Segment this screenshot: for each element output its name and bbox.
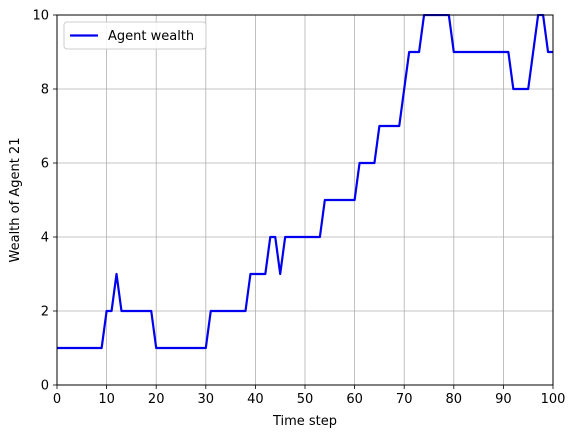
x-tick-label: 20 xyxy=(148,392,165,407)
x-tick-label: 90 xyxy=(495,392,512,407)
x-tick-label: 0 xyxy=(53,392,61,407)
x-tick-label: 60 xyxy=(346,392,363,407)
x-tick-label: 50 xyxy=(297,392,314,407)
legend: Agent wealth xyxy=(63,21,207,50)
x-tick-label: 30 xyxy=(198,392,215,407)
x-tick-label: 40 xyxy=(247,392,264,407)
y-tick-label: 0 xyxy=(41,379,49,394)
y-tick-label: 6 xyxy=(41,157,49,172)
x-tick-label: 10 xyxy=(98,392,115,407)
y-axis-label: Wealth of Agent 21 xyxy=(8,138,23,263)
x-tick-label: 80 xyxy=(446,392,463,407)
x-tick-label: 100 xyxy=(541,392,566,407)
x-axis-label: Time step xyxy=(272,414,337,429)
y-tick-label: 10 xyxy=(32,9,49,24)
y-tick-label: 4 xyxy=(41,231,49,246)
legend-box xyxy=(63,21,207,50)
y-axis-ticks: 0 2 4 6 8 10 xyxy=(32,9,57,394)
y-tick-label: 8 xyxy=(41,83,49,98)
x-axis-ticks: 0 10 20 30 40 50 60 70 80 90 100 xyxy=(53,385,566,407)
legend-label-agent-wealth: Agent wealth xyxy=(108,29,194,44)
y-tick-label: 2 xyxy=(41,305,49,320)
plot-series xyxy=(57,14,553,350)
series-line-agent-wealth xyxy=(57,14,553,350)
x-tick-label: 70 xyxy=(396,392,413,407)
